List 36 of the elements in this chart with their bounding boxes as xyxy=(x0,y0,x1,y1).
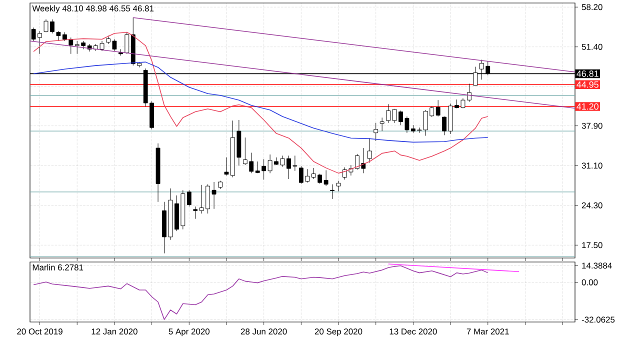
ref-line-label: 41.20 xyxy=(576,103,598,110)
candlestick xyxy=(212,182,216,210)
x-tick-label: 5 Apr 2020 xyxy=(168,328,210,336)
y-tick-label: -32.0625 xyxy=(582,316,615,323)
y-tick-label: 24.30 xyxy=(582,202,602,208)
chart-title: Marlin 6.2781 xyxy=(32,264,84,270)
candlestick xyxy=(442,116,447,136)
candlestick xyxy=(124,32,130,54)
candlestick xyxy=(374,122,378,142)
line-series xyxy=(33,32,488,174)
y-tick-label: 0.00 xyxy=(582,279,598,286)
candlestick xyxy=(324,170,328,186)
x-tick-label: 20 Oct 2019 xyxy=(17,328,62,335)
x-tick-label: 13 Dec 2020 xyxy=(390,328,437,335)
candlestick xyxy=(380,117,384,132)
y-tick-label: 58.20 xyxy=(582,4,602,10)
candlestick xyxy=(367,138,372,163)
y-tick-label: 37.90 xyxy=(582,122,602,129)
ref-line-label: 46.81 xyxy=(576,70,598,77)
chart-title: Weekly 48.10 48.98 46.55 46.81 xyxy=(32,5,154,14)
x-tick-label: 28 Jun 2020 xyxy=(240,328,287,335)
candlestick xyxy=(336,180,341,192)
x-tick-label: 7 Mar 2021 xyxy=(466,328,509,335)
ref-line-label: 44.95 xyxy=(576,81,598,88)
x-tick-label: 12 Jan 2020 xyxy=(92,328,138,335)
line-series xyxy=(33,62,488,143)
candlestick xyxy=(193,206,198,220)
candlestick xyxy=(436,100,440,117)
candlestick xyxy=(330,184,334,200)
candlestick xyxy=(186,190,192,207)
y-tick-label: 14.3884 xyxy=(582,262,612,269)
y-tick-label: 31.10 xyxy=(582,162,602,169)
x-tick-label: 20 Sep 2020 xyxy=(314,328,362,336)
line-series xyxy=(33,265,488,320)
y-tick-label: 51.40 xyxy=(582,44,602,50)
y-tick-label: 17.50 xyxy=(582,242,602,248)
